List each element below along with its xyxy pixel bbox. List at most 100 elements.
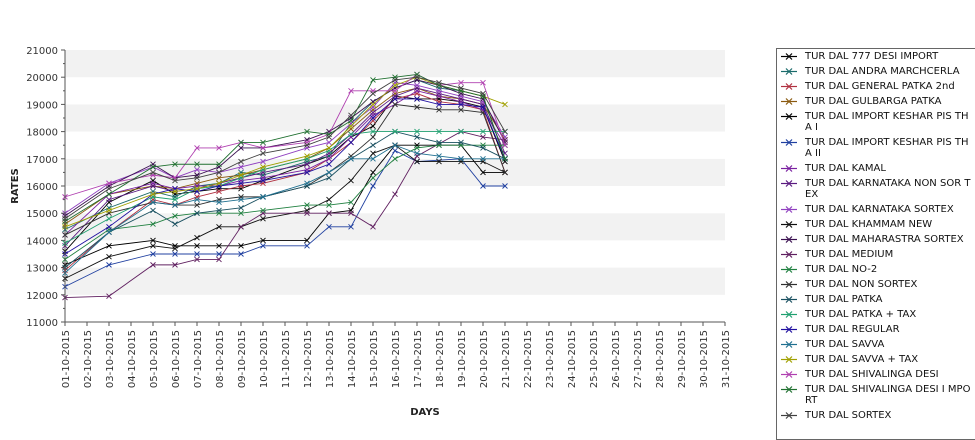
data-point [392,191,398,197]
data-point [348,112,354,119]
data-point [194,166,200,173]
data-point [238,196,244,203]
data-point [414,134,420,140]
x-tick-label: 16-10-2015 [391,330,402,388]
data-point [370,90,376,97]
data-point [194,202,200,208]
y-tick-label: 21000 [26,46,58,57]
data-point [348,139,354,146]
x-tick-label: 17-10-2015 [413,330,424,388]
data-point [436,101,442,108]
data-point [414,145,420,151]
legend-swatch-marker [785,236,793,243]
data-point [216,251,222,257]
x-tick-label: 03-10-2015 [105,330,116,388]
legend-swatch-marker [785,326,793,333]
data-point [370,169,376,176]
data-point [326,175,332,181]
legend-swatch [781,386,797,393]
legend-label: TUR DAL MAHARASTRA SORTEX [805,234,964,245]
legend-item: TUR DAL SAVVA + TAX [777,354,975,365]
x-tick-label: 25-10-2015 [589,330,600,388]
legend-swatch-marker [785,266,793,273]
y-tick-label: 15000 [26,209,58,220]
data-point [260,194,266,200]
legend-label: TUR DAL KAMAL [805,163,886,174]
legend-item: TUR DAL NO-2 [777,264,975,275]
legend-item: TUR DAL MAHARASTRA SORTEX [777,234,975,245]
data-point [238,180,244,187]
data-point [194,185,200,192]
data-point [480,155,486,162]
data-point [414,104,420,110]
legend-swatch-marker [785,221,793,228]
data-point [436,128,442,135]
data-point [348,123,354,129]
legend-item: TUR DAL IMPORT KESHAR PIS THA II [777,137,975,159]
x-axis-ticks: 01-10-2015 02-10-2015 03-10-2015 04-10-2015… [61,322,732,388]
data-point [238,139,244,146]
legend-swatch [781,326,797,333]
legend-swatch [781,311,797,318]
legend-item: TUR DAL MEDIUM [777,249,975,260]
data-point [150,251,156,257]
y-tick-label: 14000 [26,236,58,247]
legend-item: TUR DAL IMPORT KESHAR PIS THA I [777,111,975,133]
legend: TUR DAL 777 DESI IMPORT TUR DAL ANDRA MAR… [776,48,975,440]
series-line [64,87,506,247]
legend-label: TUR DAL SORTEX [805,410,892,421]
y-tick-label: 16000 [26,182,58,193]
data-point [260,243,266,249]
data-point [326,202,332,208]
grid-band [65,50,725,78]
series-line [64,131,505,244]
data-point [216,161,222,168]
legend-label: TUR DAL IMPORT KESHAR PIS THA II [805,137,969,159]
data-point [392,101,398,108]
series-line [64,73,506,198]
data-point [326,161,332,168]
data-point [502,169,508,176]
data-point [106,262,112,268]
data-point [172,196,178,203]
data-point [304,237,310,244]
x-tick-label: 06-10-2015 [171,330,182,388]
x-tick-label: 12-10-2015 [303,330,314,388]
data-point [370,123,376,129]
legend-swatch [781,341,797,348]
x-tick-label: 13-10-2015 [325,330,336,388]
data-point [370,183,376,189]
legend-swatch [781,98,797,105]
data-point [304,142,310,149]
data-point [458,101,464,108]
legend-item: TUR DAL KARNATAKA NON SOR TEX [777,178,975,200]
data-point [414,74,420,81]
x-tick-label: 18-10-2015 [435,330,446,388]
series-lines [62,71,508,301]
data-point [502,142,508,149]
legend-swatch [781,113,797,120]
data-point [370,223,376,230]
data-point [216,188,222,195]
data-point [392,96,398,102]
data-point [436,107,442,113]
data-point [502,183,508,189]
data-point [304,210,310,217]
data-point [238,158,244,165]
y-tick-label: 12000 [26,291,58,302]
data-point [150,221,156,227]
data-point [260,145,266,151]
y-axis-title: RATES [10,168,21,204]
legend-item: TUR DAL SORTEX [777,410,975,421]
legend-swatch-marker [785,296,793,303]
data-point [436,79,442,86]
data-point [348,155,354,162]
legend-swatch-marker [785,386,793,393]
legend-item: TUR DAL 777 DESI IMPORT [777,51,975,62]
data-point [150,164,156,170]
legend-swatch [781,412,797,419]
data-point [326,169,332,176]
data-point [326,139,332,146]
legend-swatch-marker [785,341,793,348]
data-point [194,175,200,181]
